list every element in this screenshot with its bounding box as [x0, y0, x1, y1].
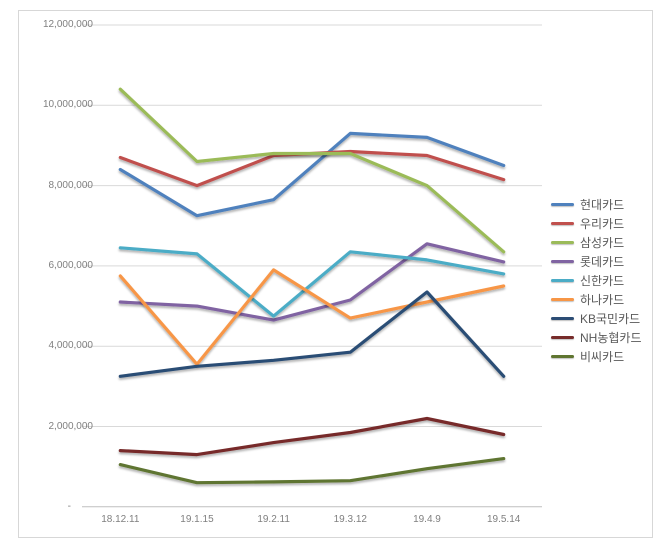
series-line	[118, 242, 506, 322]
legend-item: 신한카드	[551, 271, 642, 290]
y-axis-tick-label: 12,000,000	[42, 19, 93, 30]
x-axis-tick-label: 19.5.14	[486, 514, 521, 525]
gridlines	[82, 24, 542, 508]
legend-item: 삼성카드	[551, 233, 642, 252]
legend-swatch-icon	[551, 335, 574, 340]
legend-item: 비씨카드	[551, 347, 642, 366]
legend-label: 롯데카드	[580, 255, 625, 269]
y-axis-tick-label: 6,000,000	[48, 259, 94, 271]
legend-swatch-icon	[551, 297, 574, 302]
y-axis-tick-label: -	[67, 500, 71, 512]
legend-swatch-icon	[551, 259, 574, 264]
y-axis-tick-label: 8,000,000	[48, 179, 94, 191]
series-line	[118, 131, 506, 218]
legend-swatch-icon	[551, 316, 574, 321]
series-line	[118, 87, 506, 254]
legend-label: NH농협카드	[580, 331, 642, 345]
x-axis-tick-label: 19.4.9	[413, 514, 441, 525]
legend-label: 신한카드	[580, 274, 625, 288]
series-line	[118, 416, 506, 457]
legend-label: 삼성카드	[580, 236, 625, 250]
series-line	[118, 290, 506, 378]
legend-item: 우리카드	[551, 214, 642, 233]
series-line	[118, 246, 506, 318]
legend-swatch-icon	[551, 354, 574, 359]
legend-item: 롯데카드	[551, 252, 642, 271]
legend-label: KB국민카드	[580, 312, 641, 326]
series-lines	[118, 87, 506, 485]
legend-swatch-icon	[551, 240, 574, 245]
legend-item: NH농협카드	[551, 328, 642, 347]
legend-item: 하나카드	[551, 290, 642, 309]
legend-swatch-icon	[551, 202, 574, 207]
legend-label: 우리카드	[580, 217, 625, 231]
x-axis-tick-label: 18.12.11	[101, 514, 140, 525]
y-axis-tick-label: 2,000,000	[48, 420, 94, 432]
y-axis-tick-label: 4,000,000	[48, 340, 94, 352]
y-axis-tick-label: 10,000,000	[42, 99, 93, 111]
legend-label: 비씨카드	[580, 350, 625, 364]
x-axis-tick-label: 19.2.11	[257, 514, 290, 525]
x-axis-tick-label: 19.1.15	[180, 514, 214, 525]
legend-item: 현대카드	[551, 195, 642, 214]
legend-label: 하나카드	[580, 293, 625, 307]
series-line	[118, 268, 506, 366]
legend-label: 현대카드	[580, 198, 625, 212]
legend-swatch-icon	[551, 278, 574, 283]
x-axis-tick-label: 19.3.12	[333, 514, 367, 525]
series-line	[118, 457, 506, 485]
legend-swatch-icon	[551, 221, 574, 226]
legend-item: KB국민카드	[551, 309, 642, 328]
